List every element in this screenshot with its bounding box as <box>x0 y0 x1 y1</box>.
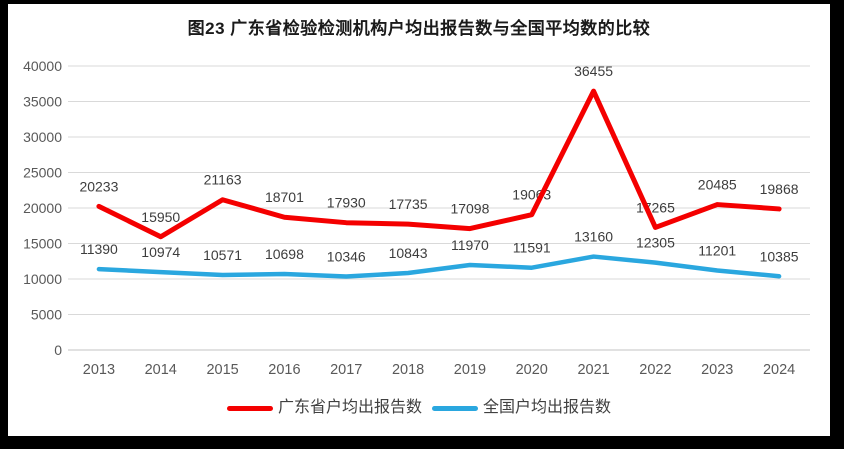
data-label-national: 10571 <box>203 247 242 263</box>
x-axis-label: 2024 <box>763 362 795 378</box>
x-axis-label: 2017 <box>330 362 362 378</box>
y-axis-tick-label: 30000 <box>23 129 62 145</box>
y-axis-tick-label: 25000 <box>23 165 62 181</box>
legend-item-national: 全国户均出报告数 <box>432 398 611 418</box>
data-label-national: 10843 <box>389 245 428 261</box>
x-axis-label: 2022 <box>639 362 671 378</box>
y-axis-tick-label: 20000 <box>23 200 62 216</box>
data-label-national: 11390 <box>80 241 118 257</box>
data-label-national: 10698 <box>265 246 304 262</box>
legend-swatch-guangdong-icon <box>226 405 273 411</box>
legend-swatch-national-icon <box>432 405 478 411</box>
y-axis-tick-label: 0 <box>54 342 62 358</box>
x-axis-label: 2023 <box>701 362 733 378</box>
data-label-national: 13160 <box>574 229 613 245</box>
chart-title: 图23 广东省检验检测机构户均出报告数与全国平均数的比较 <box>187 19 651 38</box>
data-label-guangdong: 20233 <box>79 178 118 194</box>
x-axis-label: 2014 <box>145 362 177 378</box>
x-axis-label: 2021 <box>577 362 609 378</box>
x-axis-label: 2013 <box>83 362 115 378</box>
data-label-guangdong: 18701 <box>265 189 304 205</box>
x-axis-label: 2019 <box>454 362 486 378</box>
data-label-guangdong: 15950 <box>141 209 180 225</box>
data-label-guangdong: 19868 <box>760 181 799 197</box>
data-label-national: 12305 <box>636 235 675 251</box>
y-axis-tick-label: 10000 <box>23 271 62 287</box>
series-line-national <box>96 254 782 279</box>
legend-label-national: 全国户均出报告数 <box>483 399 612 416</box>
data-label-guangdong: 17098 <box>450 201 489 217</box>
data-label-guangdong: 36455 <box>574 63 613 79</box>
x-axis-label: 2015 <box>206 362 238 378</box>
x-axis-label: 2016 <box>268 362 300 378</box>
data-label-guangdong: 20485 <box>698 177 737 193</box>
legend-label-guangdong: 广东省户均出报告数 <box>277 399 422 416</box>
legend: 广东省户均出报告数 全国户均出报告数 <box>8 396 830 420</box>
y-axis-tick-label: 5000 <box>31 307 62 323</box>
series-line-guangdong <box>96 88 782 240</box>
line-chart-plot: 0 5000 10000 15000 20000 25000 30000 35000 40000… <box>23 58 810 378</box>
data-label-national: 10346 <box>327 249 366 265</box>
y-axis-tick-label: 40000 <box>23 58 62 74</box>
data-label-guangdong: 17735 <box>389 196 428 212</box>
data-label-national: 11591 <box>513 240 551 256</box>
data-label-national: 10974 <box>141 244 180 260</box>
y-axis-tick-label: 35000 <box>23 94 62 110</box>
data-label-guangdong: 21163 <box>204 172 242 188</box>
data-label-guangdong: 17930 <box>327 195 366 211</box>
chart-frame: 图23 广东省检验检测机构户均出报告数与全国平均数的比较 0 5000 10000 1… <box>8 4 830 436</box>
legend-item-guangdong: 广东省户均出报告数 <box>226 398 422 418</box>
data-label-national: 10385 <box>760 248 799 264</box>
data-label-national: 11201 <box>698 242 736 258</box>
x-axis-label: 2018 <box>392 362 424 378</box>
data-label-national: 11970 <box>451 237 489 253</box>
y-axis-tick-label: 15000 <box>23 236 62 252</box>
x-axis-label: 2020 <box>516 362 548 378</box>
